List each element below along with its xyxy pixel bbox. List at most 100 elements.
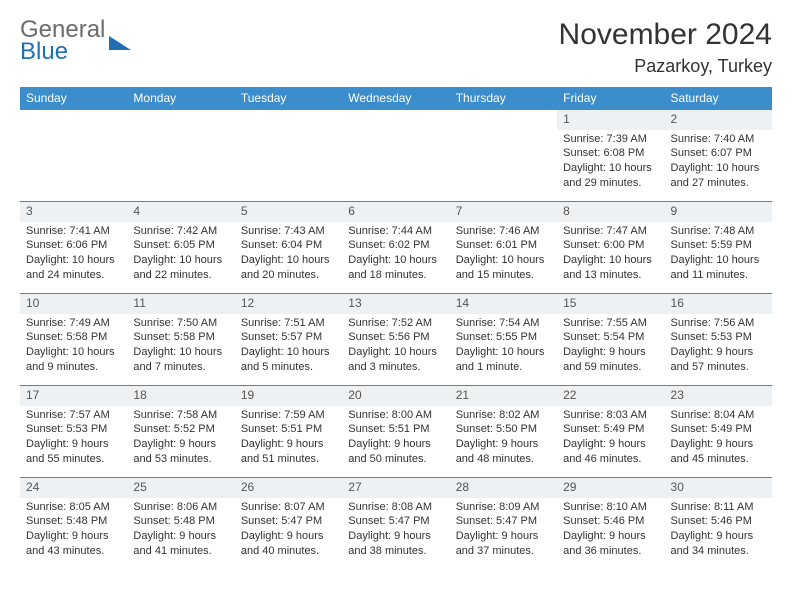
sunrise-text: Sunrise: 7:49 AM <box>26 316 121 331</box>
calendar-cell: 16Sunrise: 7:56 AMSunset: 5:53 PMDayligh… <box>665 294 772 386</box>
daylight-text: Daylight: 9 hours and 46 minutes. <box>563 437 658 467</box>
daylight-text: Daylight: 10 hours and 29 minutes. <box>563 161 658 191</box>
day-details: Sunrise: 7:47 AMSunset: 6:00 PMDaylight:… <box>557 222 664 287</box>
day-number: 15 <box>557 294 664 314</box>
daylight-text: Daylight: 9 hours and 43 minutes. <box>26 529 121 559</box>
daylight-text: Daylight: 9 hours and 40 minutes. <box>241 529 336 559</box>
sunset-text: Sunset: 5:47 PM <box>456 514 551 529</box>
calendar-cell: 14Sunrise: 7:54 AMSunset: 5:55 PMDayligh… <box>450 294 557 386</box>
daylight-text: Daylight: 10 hours and 20 minutes. <box>241 253 336 283</box>
sunrise-text: Sunrise: 8:05 AM <box>26 500 121 515</box>
day-details: Sunrise: 7:41 AMSunset: 6:06 PMDaylight:… <box>20 222 127 287</box>
day-number: 10 <box>20 294 127 314</box>
calendar-cell: 6Sunrise: 7:44 AMSunset: 6:02 PMDaylight… <box>342 202 449 294</box>
sunset-text: Sunset: 5:49 PM <box>563 422 658 437</box>
sunrise-text: Sunrise: 7:44 AM <box>348 224 443 239</box>
weekday-header-row: Sunday Monday Tuesday Wednesday Thursday… <box>20 87 772 110</box>
daylight-text: Daylight: 10 hours and 24 minutes. <box>26 253 121 283</box>
day-details: Sunrise: 7:50 AMSunset: 5:58 PMDaylight:… <box>127 314 234 379</box>
sunrise-text: Sunrise: 8:08 AM <box>348 500 443 515</box>
calendar-cell: 29Sunrise: 8:10 AMSunset: 5:46 PMDayligh… <box>557 478 664 566</box>
weekday-header: Sunday <box>20 87 127 110</box>
sunrise-text: Sunrise: 7:42 AM <box>133 224 228 239</box>
header: General Blue November 2024 Pazarkoy, Tur… <box>20 18 772 77</box>
daylight-text: Daylight: 10 hours and 1 minute. <box>456 345 551 375</box>
day-number: 5 <box>235 202 342 222</box>
sunrise-text: Sunrise: 7:46 AM <box>456 224 551 239</box>
calendar-cell: 22Sunrise: 8:03 AMSunset: 5:49 PMDayligh… <box>557 386 664 478</box>
calendar-cell: 17Sunrise: 7:57 AMSunset: 5:53 PMDayligh… <box>20 386 127 478</box>
day-number: 6 <box>342 202 449 222</box>
sunrise-text: Sunrise: 8:06 AM <box>133 500 228 515</box>
calendar-row: 10Sunrise: 7:49 AMSunset: 5:58 PMDayligh… <box>20 294 772 386</box>
day-number: 18 <box>127 386 234 406</box>
daylight-text: Daylight: 9 hours and 48 minutes. <box>456 437 551 467</box>
sunset-text: Sunset: 5:51 PM <box>241 422 336 437</box>
day-details: Sunrise: 8:06 AMSunset: 5:48 PMDaylight:… <box>127 498 234 563</box>
calendar-row: 1Sunrise: 7:39 AMSunset: 6:08 PMDaylight… <box>20 110 772 202</box>
calendar-cell: 20Sunrise: 8:00 AMSunset: 5:51 PMDayligh… <box>342 386 449 478</box>
sunset-text: Sunset: 5:53 PM <box>26 422 121 437</box>
day-details: Sunrise: 7:52 AMSunset: 5:56 PMDaylight:… <box>342 314 449 379</box>
sunset-text: Sunset: 6:00 PM <box>563 238 658 253</box>
day-details: Sunrise: 8:02 AMSunset: 5:50 PMDaylight:… <box>450 406 557 471</box>
logo: General Blue <box>20 18 131 64</box>
sunset-text: Sunset: 5:58 PM <box>133 330 228 345</box>
daylight-text: Daylight: 9 hours and 55 minutes. <box>26 437 121 467</box>
daylight-text: Daylight: 10 hours and 3 minutes. <box>348 345 443 375</box>
weekday-header: Saturday <box>665 87 772 110</box>
sunrise-text: Sunrise: 7:40 AM <box>671 132 766 147</box>
calendar-cell: 15Sunrise: 7:55 AMSunset: 5:54 PMDayligh… <box>557 294 664 386</box>
sunrise-text: Sunrise: 7:51 AM <box>241 316 336 331</box>
sunrise-text: Sunrise: 8:02 AM <box>456 408 551 423</box>
day-number: 23 <box>665 386 772 406</box>
sunrise-text: Sunrise: 8:03 AM <box>563 408 658 423</box>
day-details: Sunrise: 7:40 AMSunset: 6:07 PMDaylight:… <box>665 130 772 195</box>
calendar-cell: 8Sunrise: 7:47 AMSunset: 6:00 PMDaylight… <box>557 202 664 294</box>
sunrise-text: Sunrise: 8:07 AM <box>241 500 336 515</box>
day-details: Sunrise: 7:43 AMSunset: 6:04 PMDaylight:… <box>235 222 342 287</box>
day-number: 3 <box>20 202 127 222</box>
calendar-cell: 10Sunrise: 7:49 AMSunset: 5:58 PMDayligh… <box>20 294 127 386</box>
calendar-cell: 1Sunrise: 7:39 AMSunset: 6:08 PMDaylight… <box>557 110 664 202</box>
day-number: 13 <box>342 294 449 314</box>
daylight-text: Daylight: 9 hours and 45 minutes. <box>671 437 766 467</box>
day-number <box>20 110 127 130</box>
calendar-cell: 13Sunrise: 7:52 AMSunset: 5:56 PMDayligh… <box>342 294 449 386</box>
calendar-cell: 25Sunrise: 8:06 AMSunset: 5:48 PMDayligh… <box>127 478 234 566</box>
sunset-text: Sunset: 5:54 PM <box>563 330 658 345</box>
calendar-cell: 19Sunrise: 7:59 AMSunset: 5:51 PMDayligh… <box>235 386 342 478</box>
day-details: Sunrise: 8:03 AMSunset: 5:49 PMDaylight:… <box>557 406 664 471</box>
daylight-text: Daylight: 9 hours and 38 minutes. <box>348 529 443 559</box>
day-details: Sunrise: 7:55 AMSunset: 5:54 PMDaylight:… <box>557 314 664 379</box>
weekday-header: Friday <box>557 87 664 110</box>
daylight-text: Daylight: 10 hours and 7 minutes. <box>133 345 228 375</box>
sunset-text: Sunset: 6:04 PM <box>241 238 336 253</box>
day-number <box>127 110 234 130</box>
daylight-text: Daylight: 10 hours and 22 minutes. <box>133 253 228 283</box>
sunrise-text: Sunrise: 7:55 AM <box>563 316 658 331</box>
sunset-text: Sunset: 6:07 PM <box>671 146 766 161</box>
day-number: 22 <box>557 386 664 406</box>
day-number: 28 <box>450 478 557 498</box>
day-number: 24 <box>20 478 127 498</box>
calendar-cell <box>235 110 342 202</box>
day-details: Sunrise: 7:59 AMSunset: 5:51 PMDaylight:… <box>235 406 342 471</box>
daylight-text: Daylight: 9 hours and 53 minutes. <box>133 437 228 467</box>
sunrise-text: Sunrise: 7:50 AM <box>133 316 228 331</box>
sunrise-text: Sunrise: 8:10 AM <box>563 500 658 515</box>
sunset-text: Sunset: 5:58 PM <box>26 330 121 345</box>
day-number: 4 <box>127 202 234 222</box>
day-details: Sunrise: 7:57 AMSunset: 5:53 PMDaylight:… <box>20 406 127 471</box>
calendar-cell: 5Sunrise: 7:43 AMSunset: 6:04 PMDaylight… <box>235 202 342 294</box>
sunset-text: Sunset: 6:08 PM <box>563 146 658 161</box>
sunrise-text: Sunrise: 7:59 AM <box>241 408 336 423</box>
sunrise-text: Sunrise: 7:56 AM <box>671 316 766 331</box>
daylight-text: Daylight: 9 hours and 57 minutes. <box>671 345 766 375</box>
day-number: 30 <box>665 478 772 498</box>
day-number: 2 <box>665 110 772 130</box>
day-details: Sunrise: 8:05 AMSunset: 5:48 PMDaylight:… <box>20 498 127 563</box>
calendar-row: 24Sunrise: 8:05 AMSunset: 5:48 PMDayligh… <box>20 478 772 566</box>
day-details: Sunrise: 7:42 AMSunset: 6:05 PMDaylight:… <box>127 222 234 287</box>
calendar-row: 3Sunrise: 7:41 AMSunset: 6:06 PMDaylight… <box>20 202 772 294</box>
